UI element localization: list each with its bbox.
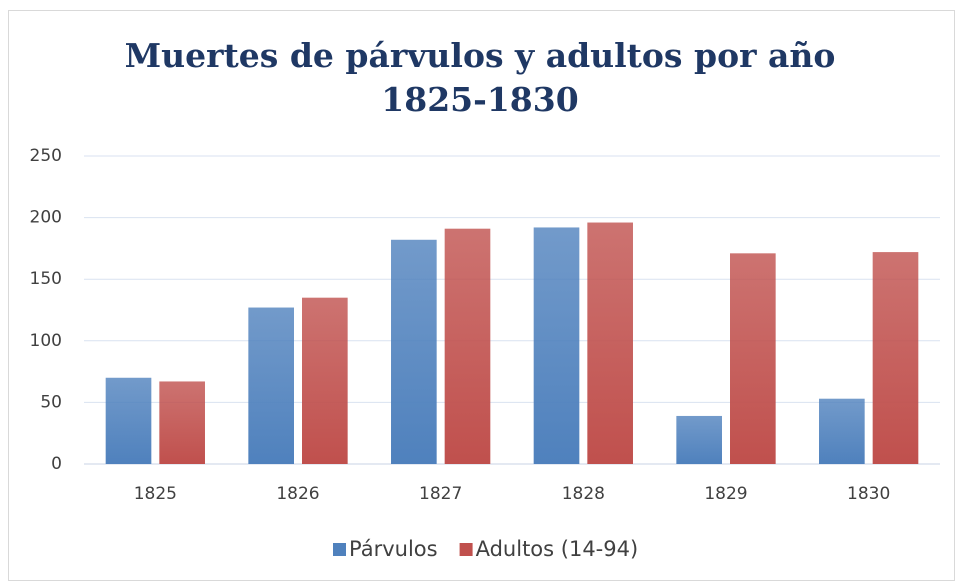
y-tick-label: 250 <box>30 146 62 166</box>
legend-label: Adultos (14-94) <box>476 537 639 561</box>
x-tick-label: 1827 <box>419 484 462 504</box>
legend-swatch <box>333 543 346 556</box>
bar <box>444 228 491 464</box>
x-tick-label: 1830 <box>847 484 890 504</box>
bar <box>587 222 633 464</box>
x-tick-label: 1825 <box>134 484 177 504</box>
y-tick-label: 0 <box>51 454 62 474</box>
y-tick-label: 150 <box>30 269 62 289</box>
y-tick-label: 50 <box>40 392 62 412</box>
bar <box>159 381 205 464</box>
x-tick-label: 1828 <box>562 484 605 504</box>
bar <box>533 227 580 464</box>
bar <box>302 297 348 464</box>
legend-label: Párvulos <box>349 537 438 561</box>
y-tick-label: 200 <box>30 208 62 228</box>
bar <box>676 415 722 464</box>
x-tick-label: 1826 <box>276 484 319 504</box>
bar <box>391 239 437 464</box>
bar <box>872 252 919 464</box>
y-tick-label: 100 <box>30 331 62 351</box>
legend-swatch <box>459 543 473 556</box>
x-tick-label: 1829 <box>704 484 747 504</box>
bar <box>730 253 776 464</box>
bar <box>248 307 294 464</box>
chart-frame <box>8 10 955 581</box>
chart-title: Muertes de párvulos y adultos por año 18… <box>124 36 836 119</box>
bar <box>105 377 152 464</box>
bar <box>819 398 865 464</box>
